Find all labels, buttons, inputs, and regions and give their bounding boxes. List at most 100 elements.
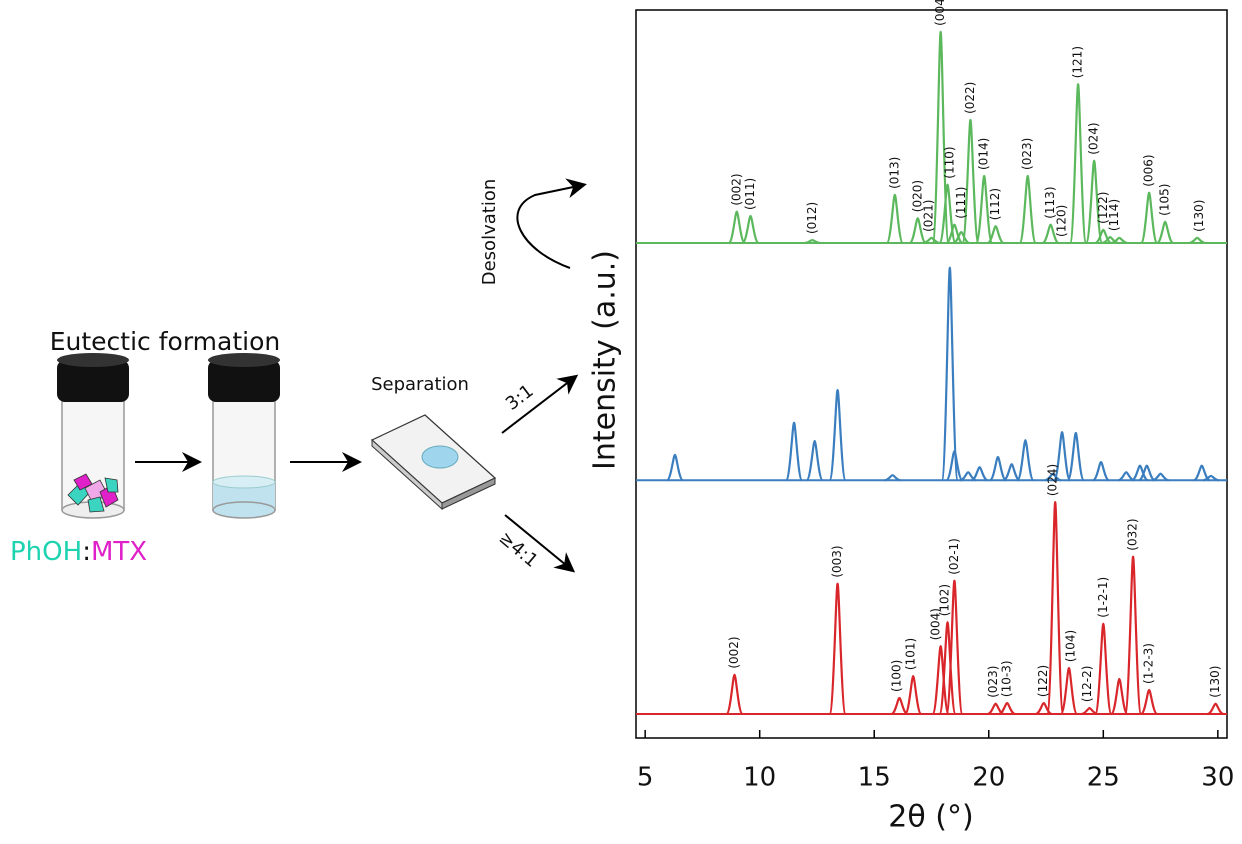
peak [1117,471,1135,482]
peak-label: (004) [933,0,947,26]
peak [1156,220,1174,245]
peak [805,439,824,482]
peak [1059,667,1079,716]
peak-label: (032) [1126,518,1140,550]
peak-label: (105) [1158,184,1172,216]
peak-label: (02-1) [947,538,961,575]
peak [1131,464,1149,482]
peak-label: (022) [963,82,977,114]
vial-liquid [208,353,280,519]
peak [971,466,988,482]
peak-label: (002) [729,173,743,205]
peak-label: (023) [1020,138,1034,170]
peak-label: (003) [830,545,844,577]
peak [1123,555,1143,716]
peak [884,474,901,482]
peak [952,230,970,245]
peak [998,701,1016,716]
x-tick-label: 20 [972,763,1005,793]
peak-label: (011) [743,178,757,210]
x-tick-label: 15 [858,763,891,793]
peak [725,673,744,716]
peak-label: (014) [977,138,991,170]
peak [1052,431,1072,482]
peak-label: (100) [890,660,904,692]
peak-label: (12-2) [1080,666,1094,703]
peak [727,210,746,245]
peak-label: (112) [988,188,1002,220]
peak [1189,236,1206,245]
peak-label: (111) [954,186,968,218]
peak [987,225,1005,245]
mtx: MTX [91,537,147,567]
peak [1092,460,1110,482]
separation-label: Separation [371,374,469,395]
ratio-label: ≥4:1 [495,527,542,571]
x-tick-label: 25 [1087,763,1120,793]
peak-label: (021) [922,200,936,232]
peak [945,579,964,716]
peak-label: (1-2-1) [1096,577,1110,618]
peak-label: (012) [805,202,819,234]
peak [1081,707,1098,716]
desolvation-label: Desolvation [479,179,500,286]
plot-frame [635,9,1228,739]
peak-label: (024) [1087,122,1101,154]
phoh-label: PhOH:MTX [10,537,147,567]
peak [1018,174,1037,245]
peak-label: (013) [887,157,901,189]
peak-label: (002) [727,636,741,668]
phoh: PhOH [10,537,82,567]
x-tick-label: 10 [743,763,776,793]
peak [1042,223,1060,245]
peak [1138,464,1156,482]
peak [931,645,950,716]
peak [940,266,959,482]
peak-label: (004) [929,608,943,640]
peak-label: (130) [1192,200,1206,232]
peak-label: (101) [903,638,917,670]
peak [1069,83,1088,245]
peak-label: (121) [1071,46,1085,78]
peak [975,174,994,245]
peak [1044,472,1062,482]
x-axis-label: 2θ (°) [888,800,973,835]
peak-label: (024) [1045,464,1059,496]
peak [1152,472,1169,482]
peak-label: (130) [1208,666,1222,698]
eutectic-title: Eutectic formation [50,327,281,356]
colon: : [82,537,91,567]
peak [804,238,821,245]
peak [909,217,927,245]
peak-label: (122) [1036,665,1050,697]
peak-label: (023) [986,666,1000,698]
peak-label: (114) [1107,199,1121,231]
peak [1111,236,1128,245]
peak [1207,702,1224,716]
peak [945,223,963,245]
glass-slide [370,414,497,511]
peak [885,193,904,245]
peak [904,675,923,716]
peak [1016,439,1035,482]
peak [1003,463,1021,482]
peak [938,621,957,716]
peak-label: (120) [1055,205,1069,237]
arrow [501,374,579,434]
peak [1193,464,1211,482]
peak [923,236,940,245]
peak [961,118,980,245]
peak [1094,622,1113,716]
y-axis-label: Intensity (a.u.) [588,250,623,470]
peak-label: (10-3) [1000,660,1014,697]
peak-label: (110) [942,146,956,178]
peak [1035,701,1053,716]
arrow [504,514,576,573]
peak [989,455,1007,482]
peak-label: (104) [1064,630,1078,662]
peak [987,702,1004,716]
peak-label: (102) [938,584,952,616]
peak [828,582,847,716]
